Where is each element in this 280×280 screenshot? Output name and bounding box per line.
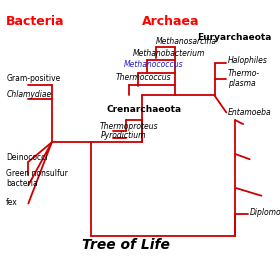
Text: Diplomonads: Diplomonads [250, 208, 280, 217]
Text: Deinococci: Deinococci [6, 153, 48, 162]
Text: Tree of Life: Tree of Life [82, 238, 170, 252]
Text: Methanococcus: Methanococcus [123, 60, 183, 69]
Text: Thermococcus: Thermococcus [116, 73, 171, 82]
Text: Methanobacterium: Methanobacterium [132, 49, 205, 58]
Text: Thermo-
plasma: Thermo- plasma [228, 69, 260, 88]
Text: Thermoproteus: Thermoproteus [100, 122, 158, 131]
Text: Halophiles: Halophiles [228, 56, 267, 65]
Text: Entamoeba: Entamoeba [228, 108, 271, 117]
Text: Green nonsulfur
bacteria: Green nonsulfur bacteria [6, 169, 68, 188]
Text: fex: fex [6, 198, 18, 207]
Text: Chlamydiae: Chlamydiae [6, 90, 52, 99]
Text: Euryarchaeota: Euryarchaeota [197, 33, 272, 42]
Text: Methanosarcina: Methanosarcina [156, 37, 217, 46]
Text: Crenarchaeota: Crenarchaeota [106, 105, 181, 114]
Text: Bacteria: Bacteria [6, 15, 65, 28]
Text: Archaea: Archaea [141, 15, 199, 28]
Text: Gram-positive: Gram-positive [6, 74, 60, 83]
Text: Pyrodictium: Pyrodictium [101, 131, 147, 140]
